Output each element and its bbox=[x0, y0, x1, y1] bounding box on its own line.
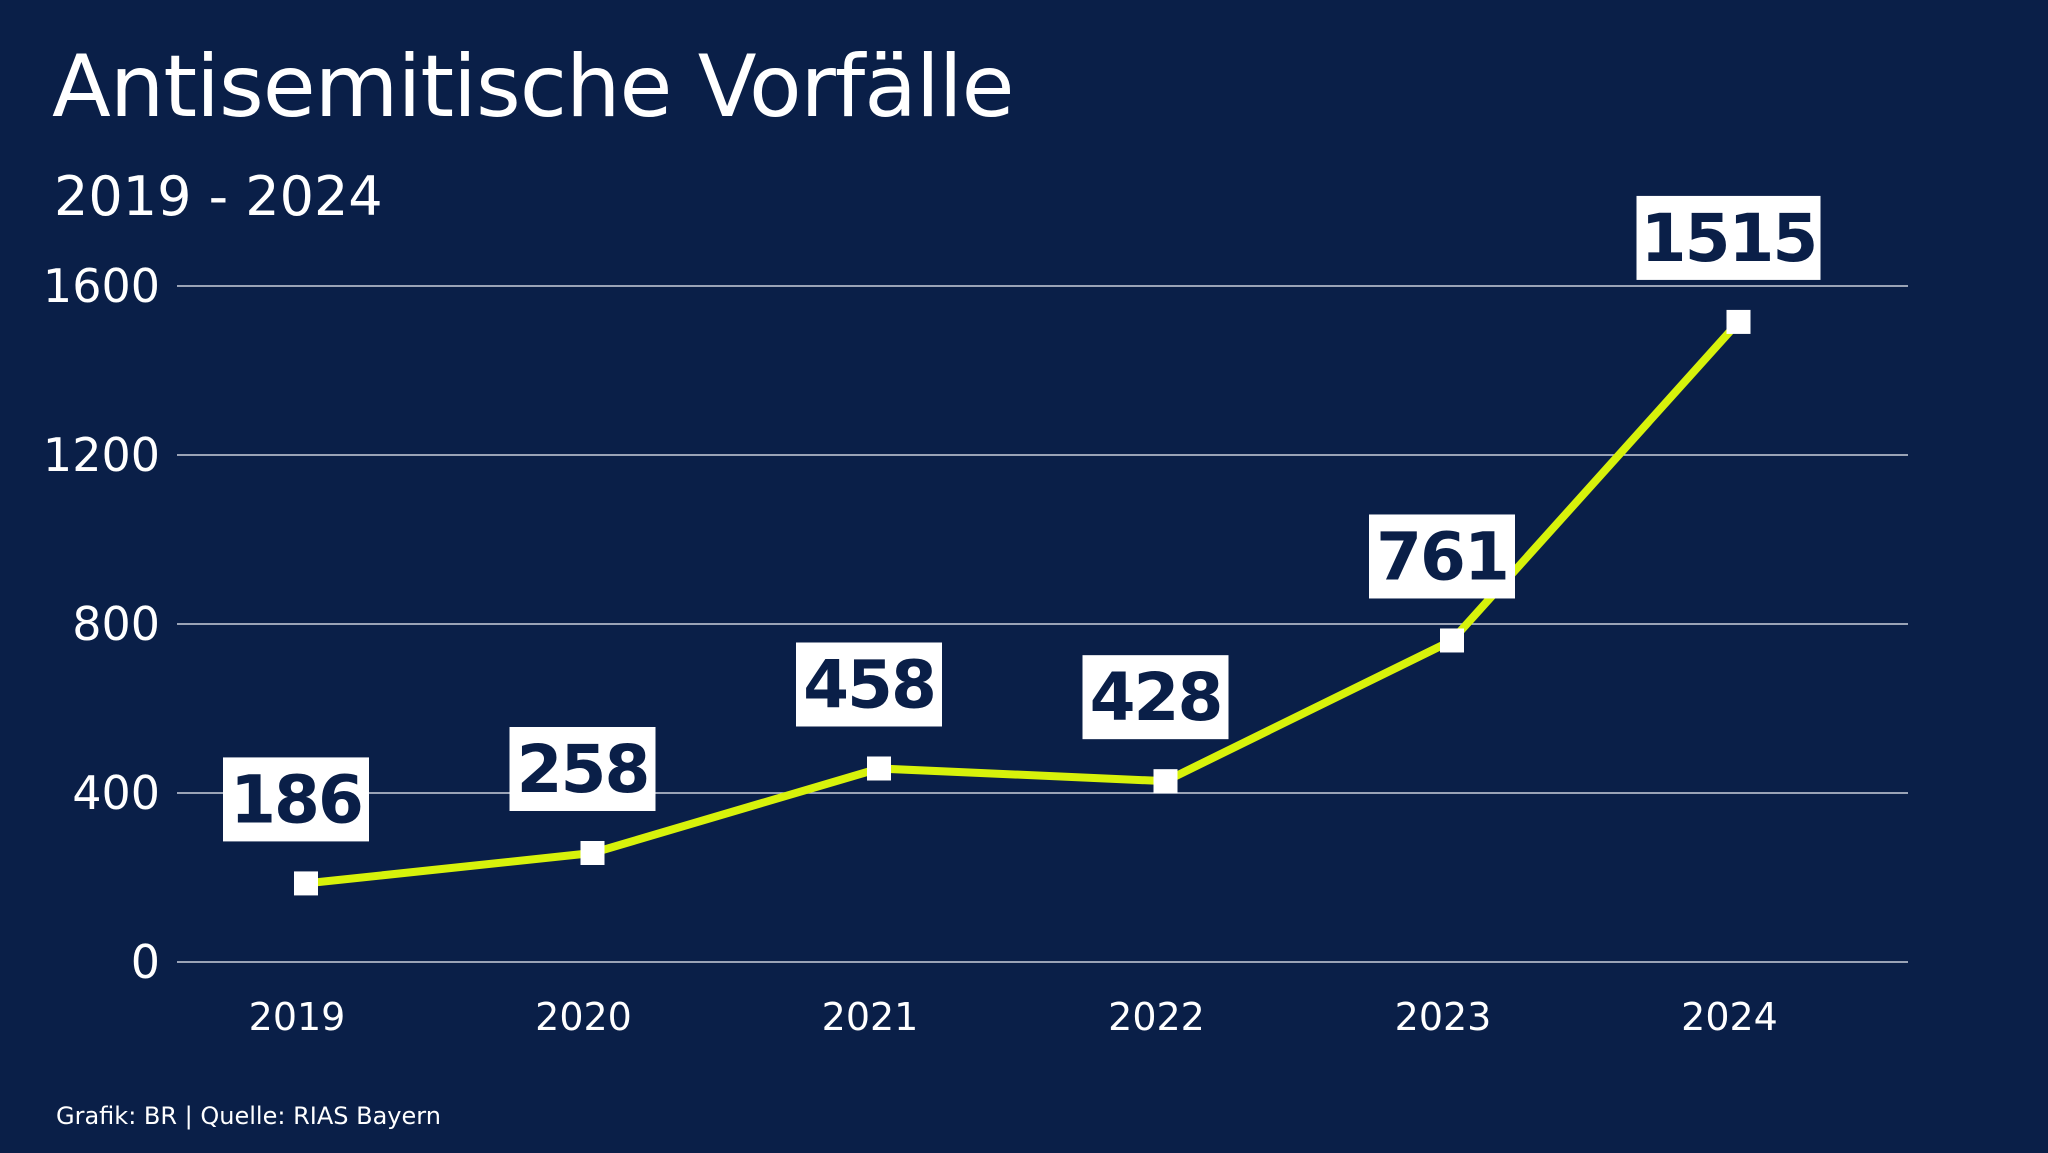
y-tick-label: 0 bbox=[131, 935, 160, 989]
data-point-marker bbox=[294, 871, 318, 896]
y-tick-label: 400 bbox=[72, 766, 160, 820]
data-point-marker bbox=[1153, 769, 1178, 794]
x-tick-label: 2020 bbox=[535, 995, 632, 1039]
chart-title: Antisemitische Vorfälle bbox=[52, 37, 1015, 137]
x-axis-ticks: 2019 2020 2021 2022 2023 2024 bbox=[249, 995, 1778, 1039]
x-tick-label: 2019 bbox=[249, 995, 346, 1039]
data-label: 258 bbox=[509, 726, 656, 811]
data-label-text: 1515 bbox=[1641, 200, 1817, 277]
data-label-text: 458 bbox=[803, 646, 935, 723]
data-label: 1515 bbox=[1636, 195, 1821, 280]
y-axis-ticks: 0 400 800 1200 1600 bbox=[43, 259, 160, 989]
data-label-layer: 186 258 458 428 761 1515 bbox=[223, 195, 1821, 842]
data-point-marker bbox=[867, 756, 891, 781]
x-tick-label: 2021 bbox=[822, 995, 919, 1039]
data-label: 186 bbox=[223, 757, 369, 842]
data-label: 428 bbox=[1082, 655, 1229, 740]
y-tick-label: 1600 bbox=[43, 259, 160, 313]
x-tick-label: 2022 bbox=[1108, 995, 1205, 1039]
marker-layer bbox=[294, 309, 1751, 896]
data-label-box bbox=[1082, 655, 1229, 740]
data-label-text: 761 bbox=[1376, 518, 1508, 595]
data-label: 458 bbox=[796, 642, 942, 727]
grid-layer bbox=[177, 285, 1908, 963]
data-label-text: 258 bbox=[517, 731, 649, 808]
data-label-text: 186 bbox=[230, 761, 362, 838]
data-point-marker bbox=[1440, 628, 1464, 653]
data-label-text: 428 bbox=[1090, 659, 1222, 736]
data-label-box bbox=[1636, 195, 1821, 280]
y-tick-label: 1200 bbox=[43, 428, 160, 482]
chart-subtitle: 2019 - 2024 bbox=[54, 165, 383, 228]
data-label-box bbox=[223, 757, 369, 842]
source-footer: Grafik: BR | Quelle: RIAS Bayern bbox=[56, 1102, 441, 1130]
data-point-marker bbox=[580, 840, 605, 865]
x-tick-label: 2023 bbox=[1395, 995, 1492, 1039]
data-label-box bbox=[1369, 514, 1515, 599]
data-label: 761 bbox=[1369, 514, 1515, 599]
y-tick-label: 800 bbox=[72, 597, 160, 651]
data-point-marker bbox=[1726, 309, 1751, 334]
data-label-box bbox=[509, 726, 656, 811]
x-tick-label: 2024 bbox=[1681, 995, 1778, 1039]
data-label-box bbox=[796, 642, 942, 727]
